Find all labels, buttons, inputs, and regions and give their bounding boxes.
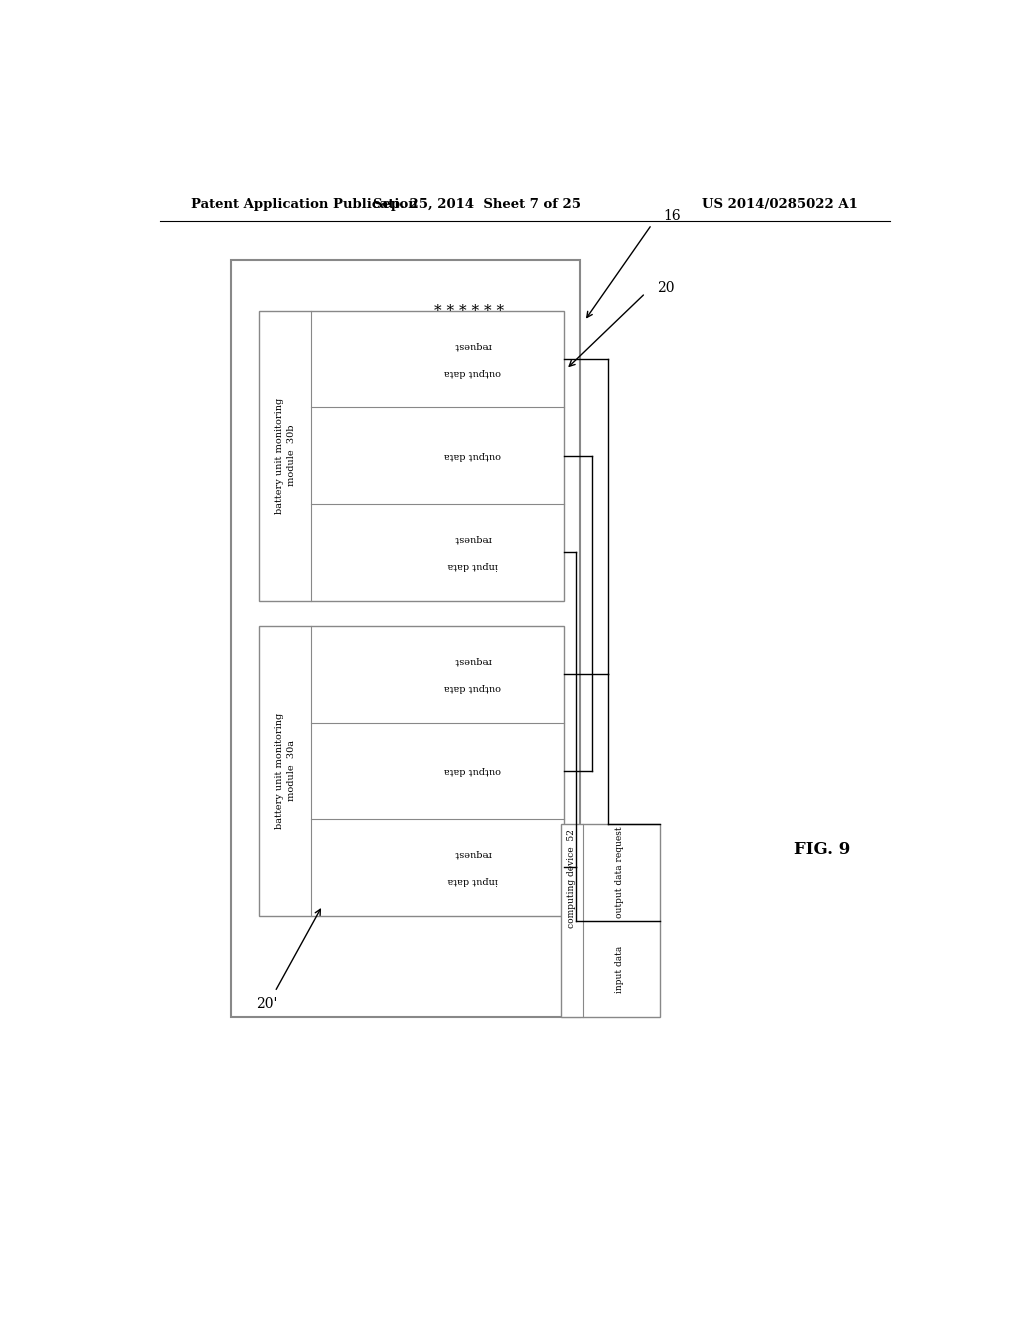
Text: Patent Application Publication: Patent Application Publication [191,198,418,211]
Text: output data: output data [444,767,502,775]
Text: 20: 20 [657,281,675,294]
Text: request: request [454,341,492,350]
Bar [259,312,564,601]
Text: output data: output data [444,368,502,378]
Text: 20': 20' [256,997,278,1011]
Text: battery unit monitoring
module  30a: battery unit monitoring module 30a [274,713,296,829]
Text: output data: output data [444,684,502,692]
Text: request: request [454,656,492,665]
Text: 16: 16 [664,210,681,223]
Text: input data: input data [614,945,624,993]
Text: battery unit monitoring
module  30b: battery unit monitoring module 30b [274,397,296,513]
Text: US 2014/0285022 A1: US 2014/0285022 A1 [702,198,858,211]
Text: output data: output data [444,451,502,461]
Text: request: request [454,849,492,858]
Text: computing device  52: computing device 52 [567,829,577,928]
Text: FIG. 9: FIG. 9 [795,841,851,858]
Bar [231,260,581,1018]
Bar [259,626,564,916]
Text: * * * * * *: * * * * * * [433,304,504,318]
Text: output data request: output data request [614,826,624,919]
Bar [560,824,659,1018]
Text: input data: input data [447,561,498,570]
Text: Sep. 25, 2014  Sheet 7 of 25: Sep. 25, 2014 Sheet 7 of 25 [373,198,582,211]
Text: request: request [454,535,492,544]
Text: input data: input data [447,876,498,886]
